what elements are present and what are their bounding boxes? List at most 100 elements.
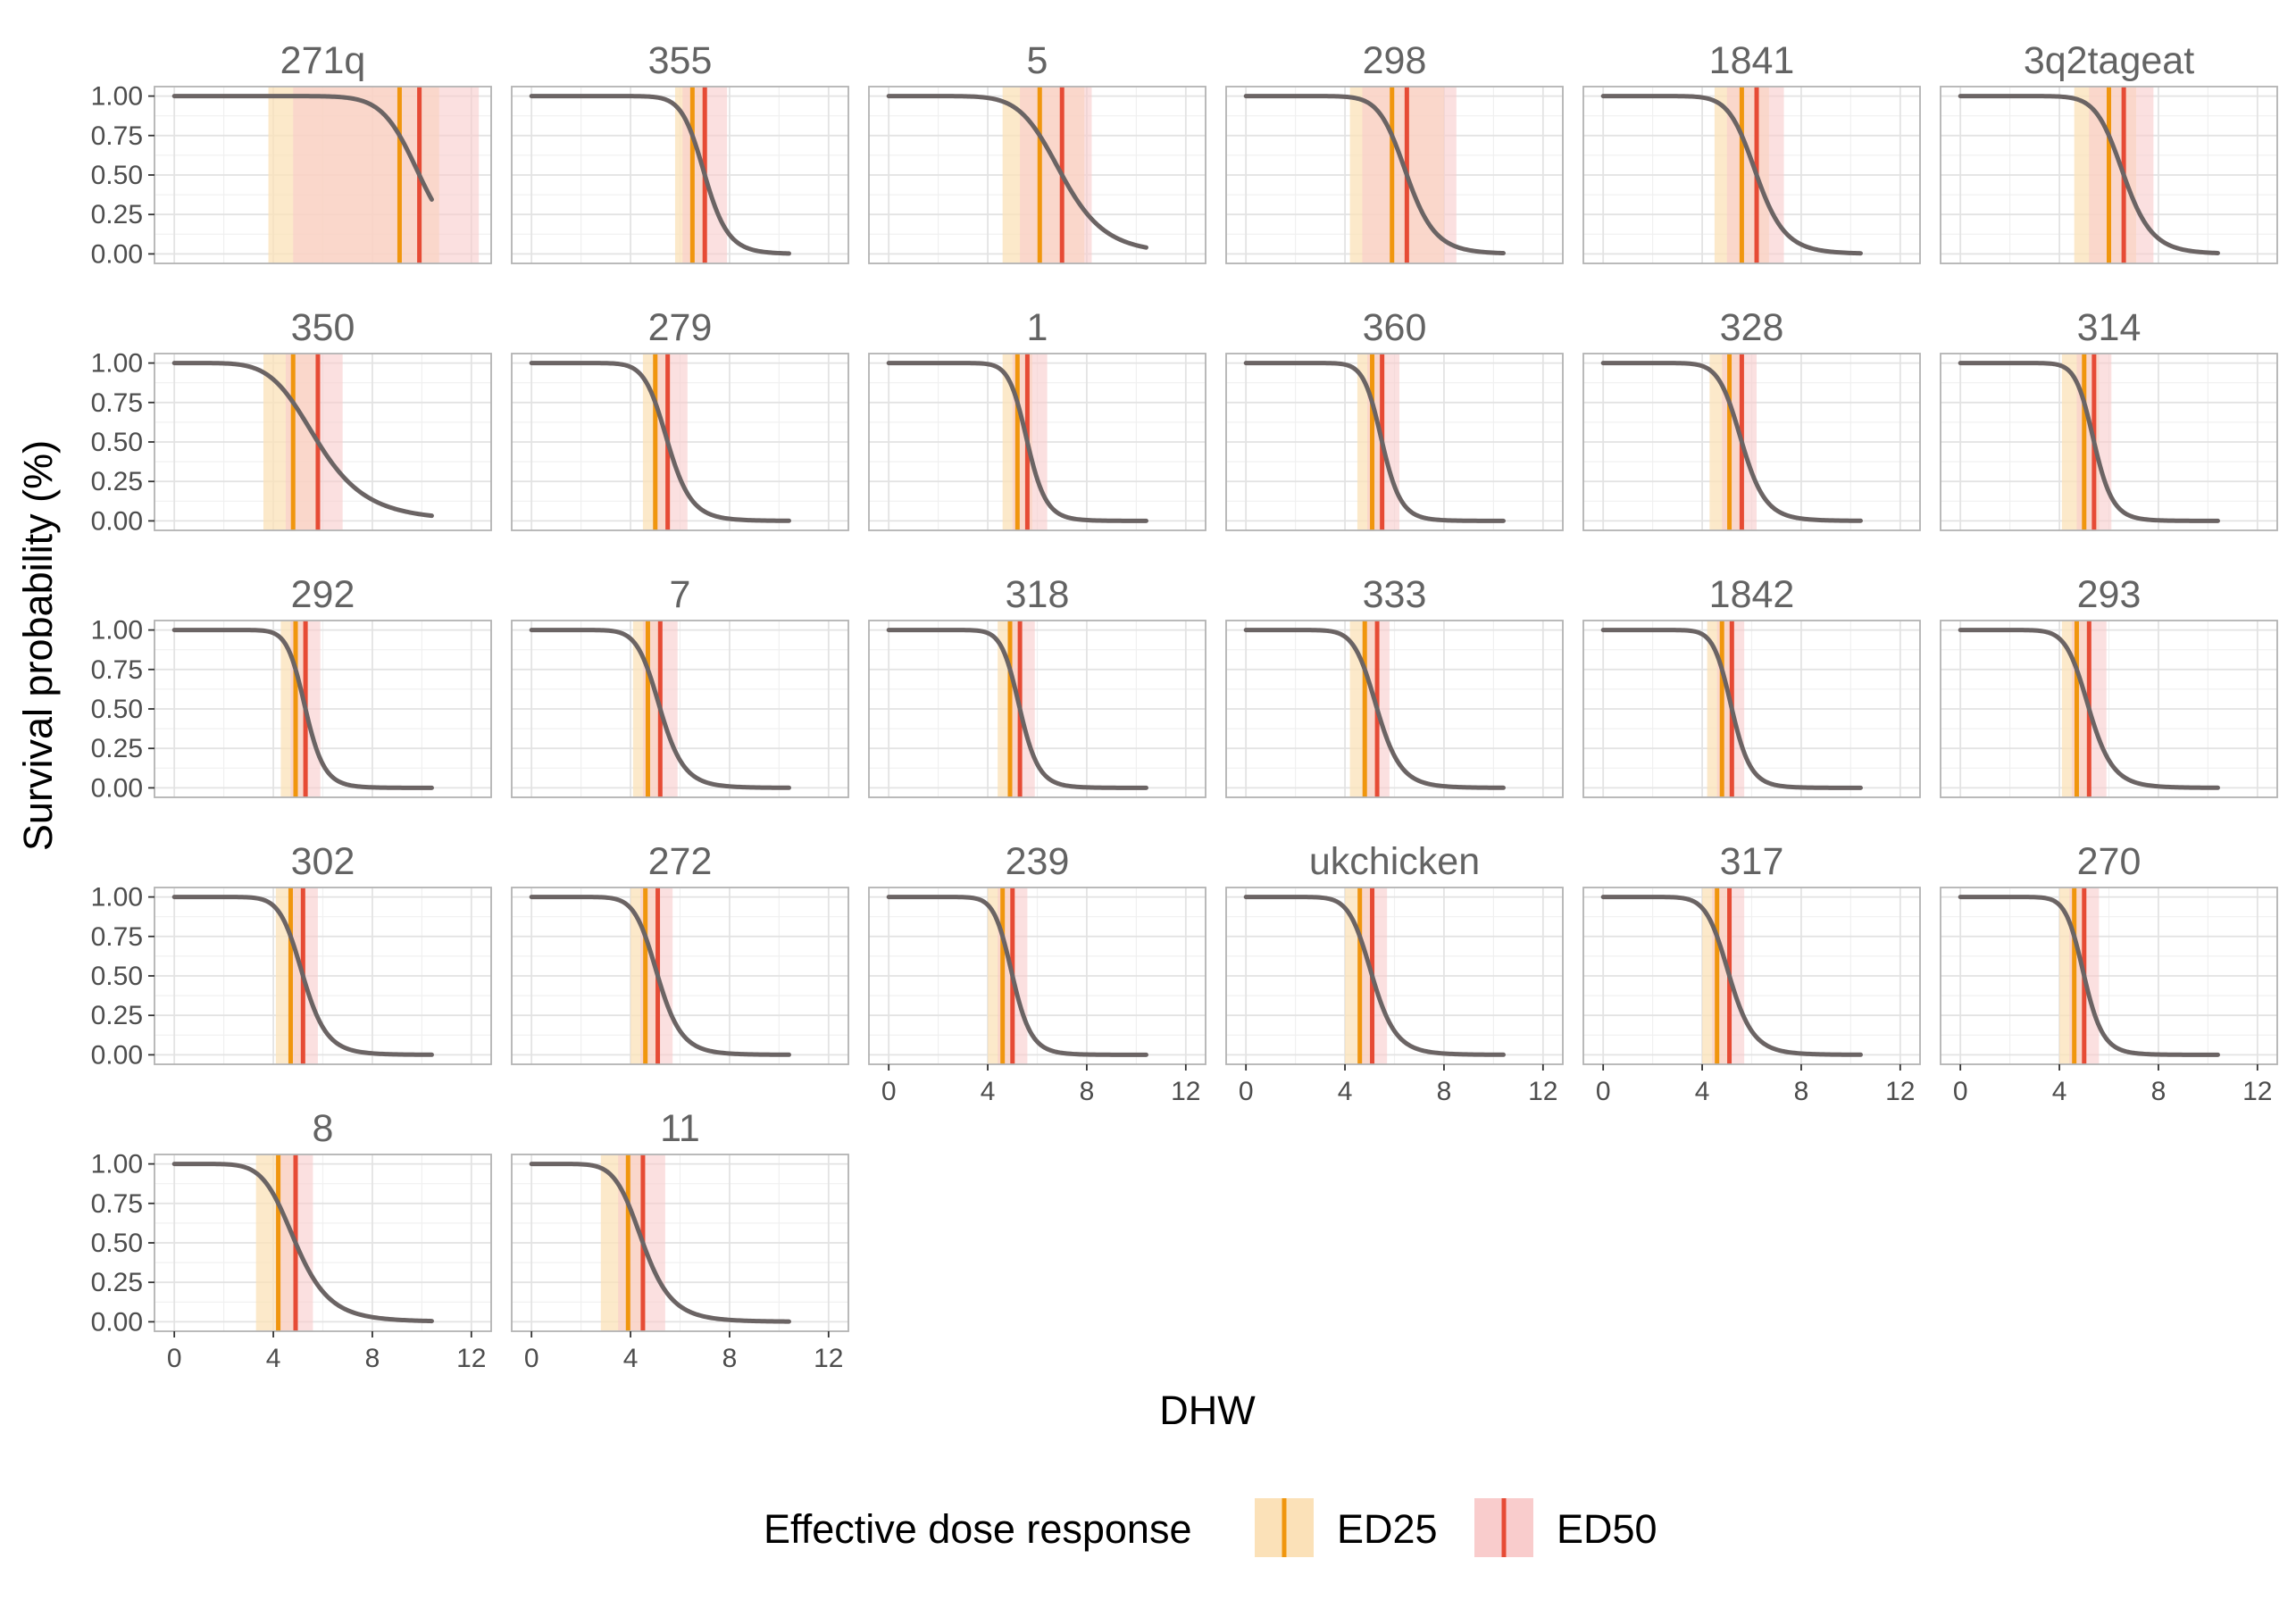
panel-302: 302 0.00 0.25 0.50 0.75 1.00 xyxy=(91,840,492,1070)
y-tick-label: 0.50 xyxy=(91,161,143,190)
panel-355: 355 xyxy=(511,39,849,264)
survival-curve xyxy=(171,628,434,790)
panel-293: 293 xyxy=(1940,573,2278,798)
panel-title: 293 xyxy=(2077,573,2142,616)
panel-border xyxy=(868,620,1206,798)
y-tick-label: 0.25 xyxy=(91,467,143,496)
x-tick-label: 8 xyxy=(1437,1077,1452,1106)
y-tick-label: 0.75 xyxy=(91,1189,143,1219)
y-tick-label: 0.75 xyxy=(91,121,143,151)
panel-border xyxy=(1940,620,2278,798)
y-tick-label: 0.25 xyxy=(91,1001,143,1030)
panel-title: 271q xyxy=(280,39,366,82)
panel-border xyxy=(868,86,1206,264)
panel-7: 7 xyxy=(511,573,849,798)
survival-curve xyxy=(171,895,434,1057)
panel-title: 272 xyxy=(648,840,713,883)
survival-curve xyxy=(886,361,1148,523)
x-tick-label: 4 xyxy=(1338,1077,1353,1106)
survival-curve xyxy=(1600,628,1863,790)
x-tick-label: 4 xyxy=(981,1077,996,1106)
panel-360: 360 xyxy=(1225,306,1564,531)
panel-title: 318 xyxy=(1006,573,1070,616)
y-tick-label: 0.00 xyxy=(91,239,143,269)
panel-title: 5 xyxy=(1027,39,1048,82)
panel-border xyxy=(868,887,1206,1065)
y-tick-label: 1.00 xyxy=(91,616,143,646)
y-tick-label: 0.25 xyxy=(91,1268,143,1297)
panel-title: 11 xyxy=(660,1107,700,1150)
x-tick-label: 4 xyxy=(266,1344,281,1373)
panel-title: 239 xyxy=(1006,840,1070,883)
y-tick-label: 0.50 xyxy=(91,695,143,724)
panel-292: 292 0.00 0.25 0.50 0.75 1.00 xyxy=(91,573,492,803)
survival-curve xyxy=(1958,361,2220,523)
y-tick-label: 1.00 xyxy=(91,1150,143,1179)
survival-curve xyxy=(1600,94,1863,256)
panel-1: 1 xyxy=(868,306,1206,531)
panel-border xyxy=(1940,887,2278,1065)
panel-title: 292 xyxy=(291,573,355,616)
x-tick-label: 4 xyxy=(623,1344,639,1373)
survival-curve xyxy=(1243,94,1506,256)
panel-title: 360 xyxy=(1363,306,1427,349)
panel-318: 318 xyxy=(868,573,1206,798)
x-tick-label: 12 xyxy=(1171,1077,1200,1106)
survival-curve xyxy=(529,895,791,1057)
survival-curve xyxy=(886,628,1148,790)
x-tick-label: 12 xyxy=(456,1344,486,1373)
ed50-confidence-band xyxy=(653,354,688,530)
panel-5: 5 xyxy=(868,39,1206,264)
x-tick-label: 8 xyxy=(722,1344,738,1373)
survival-curve xyxy=(1958,895,2220,1057)
panel-border xyxy=(511,1154,849,1332)
y-tick-label: 0.75 xyxy=(91,922,143,952)
panel-title: 8 xyxy=(313,1107,334,1150)
y-tick-label: 1.00 xyxy=(91,82,143,112)
panel-border xyxy=(511,86,849,264)
x-tick-label: 8 xyxy=(2151,1077,2167,1106)
panel-border xyxy=(868,353,1206,531)
panel-title: 1842 xyxy=(1709,573,1795,616)
survival-curve xyxy=(171,1162,434,1324)
x-tick-label: 0 xyxy=(1953,1077,1968,1106)
panel-title: 350 xyxy=(291,306,355,349)
legend-title: Effective dose response xyxy=(764,1506,1191,1552)
y-tick-label: 0.00 xyxy=(91,773,143,803)
panel-270: 270 0 4 8 12 xyxy=(1940,840,2278,1106)
legend-label-ed25: ED25 xyxy=(1337,1506,1438,1552)
y-tick-label: 1.00 xyxy=(91,883,143,912)
y-axis-title: Survival probability (%) xyxy=(15,440,61,851)
x-axis-title: DHW xyxy=(1159,1388,1256,1433)
y-tick-label: 1.00 xyxy=(91,349,143,379)
y-tick-label: 0.00 xyxy=(91,1040,143,1070)
ed50-confidence-band xyxy=(293,87,480,263)
x-tick-label: 8 xyxy=(365,1344,380,1373)
panel-271q: 271q 0.00 0.25 0.50 0.75 1.00 xyxy=(91,39,492,269)
panel-279: 279 xyxy=(511,306,849,531)
panel-border xyxy=(1940,86,2278,264)
panel-border xyxy=(1582,353,1921,531)
survival-curve xyxy=(886,895,1148,1057)
y-tick-label: 0.50 xyxy=(91,962,143,991)
panel-ukchicken: ukchicken 0 4 8 12 xyxy=(1225,840,1564,1106)
panel-239: 239 0 4 8 12 xyxy=(868,840,1206,1106)
x-tick-label: 12 xyxy=(814,1344,843,1373)
panel-3q2tageat: 3q2tageat xyxy=(1940,39,2278,264)
panel-title: 279 xyxy=(648,306,713,349)
y-tick-label: 0.75 xyxy=(91,388,143,418)
ed50-confidence-band xyxy=(1362,87,1457,263)
panel-title: 314 xyxy=(2077,306,2142,349)
panel-border xyxy=(1582,620,1921,798)
y-tick-label: 0.25 xyxy=(91,200,143,229)
x-tick-label: 12 xyxy=(2242,1077,2272,1106)
panel-328: 328 xyxy=(1582,306,1921,531)
panel-title: 1841 xyxy=(1709,39,1795,82)
survival-curve xyxy=(1243,628,1506,790)
survival-curve xyxy=(1600,895,1863,1057)
y-tick-label: 0.75 xyxy=(91,655,143,685)
y-tick-label: 0.00 xyxy=(91,506,143,536)
panel-border xyxy=(1582,86,1921,264)
panel-border xyxy=(511,887,849,1065)
